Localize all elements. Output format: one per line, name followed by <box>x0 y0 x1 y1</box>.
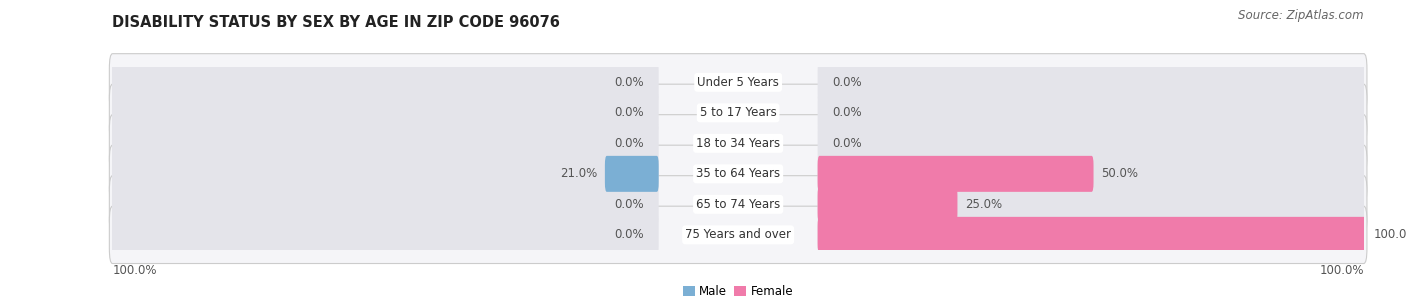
Text: 0.0%: 0.0% <box>614 198 644 211</box>
Text: 0.0%: 0.0% <box>614 76 644 89</box>
FancyBboxPatch shape <box>110 176 1367 233</box>
Text: 100.0%: 100.0% <box>1374 228 1406 241</box>
Text: 0.0%: 0.0% <box>832 106 862 119</box>
Legend: Male, Female: Male, Female <box>678 280 799 303</box>
FancyBboxPatch shape <box>111 154 658 194</box>
Text: 21.0%: 21.0% <box>560 167 598 180</box>
FancyBboxPatch shape <box>110 206 1367 264</box>
FancyBboxPatch shape <box>818 156 1094 192</box>
FancyBboxPatch shape <box>111 62 658 102</box>
FancyBboxPatch shape <box>818 93 1365 133</box>
Text: 0.0%: 0.0% <box>614 228 644 241</box>
Text: 5 to 17 Years: 5 to 17 Years <box>700 106 776 119</box>
Text: Under 5 Years: Under 5 Years <box>697 76 779 89</box>
Text: 35 to 64 Years: 35 to 64 Years <box>696 167 780 180</box>
Text: 0.0%: 0.0% <box>832 76 862 89</box>
Text: 0.0%: 0.0% <box>614 137 644 150</box>
Text: 100.0%: 100.0% <box>1319 264 1364 277</box>
FancyBboxPatch shape <box>818 184 1365 224</box>
FancyBboxPatch shape <box>111 123 658 163</box>
FancyBboxPatch shape <box>605 156 658 192</box>
Text: 75 Years and over: 75 Years and over <box>685 228 792 241</box>
Text: DISABILITY STATUS BY SEX BY AGE IN ZIP CODE 96076: DISABILITY STATUS BY SEX BY AGE IN ZIP C… <box>112 15 561 30</box>
FancyBboxPatch shape <box>111 215 658 255</box>
Text: 18 to 34 Years: 18 to 34 Years <box>696 137 780 150</box>
FancyBboxPatch shape <box>110 54 1367 111</box>
FancyBboxPatch shape <box>818 217 1365 253</box>
Text: 0.0%: 0.0% <box>832 137 862 150</box>
Text: 65 to 74 Years: 65 to 74 Years <box>696 198 780 211</box>
FancyBboxPatch shape <box>111 184 658 224</box>
Text: Source: ZipAtlas.com: Source: ZipAtlas.com <box>1239 9 1364 22</box>
FancyBboxPatch shape <box>110 84 1367 142</box>
Text: 25.0%: 25.0% <box>965 198 1002 211</box>
FancyBboxPatch shape <box>818 215 1365 255</box>
FancyBboxPatch shape <box>818 186 957 222</box>
Text: 50.0%: 50.0% <box>1101 167 1137 180</box>
Text: 0.0%: 0.0% <box>614 106 644 119</box>
FancyBboxPatch shape <box>818 154 1365 194</box>
FancyBboxPatch shape <box>110 145 1367 203</box>
FancyBboxPatch shape <box>111 93 658 133</box>
FancyBboxPatch shape <box>818 62 1365 102</box>
FancyBboxPatch shape <box>110 115 1367 172</box>
FancyBboxPatch shape <box>818 123 1365 163</box>
Text: 100.0%: 100.0% <box>112 264 157 277</box>
